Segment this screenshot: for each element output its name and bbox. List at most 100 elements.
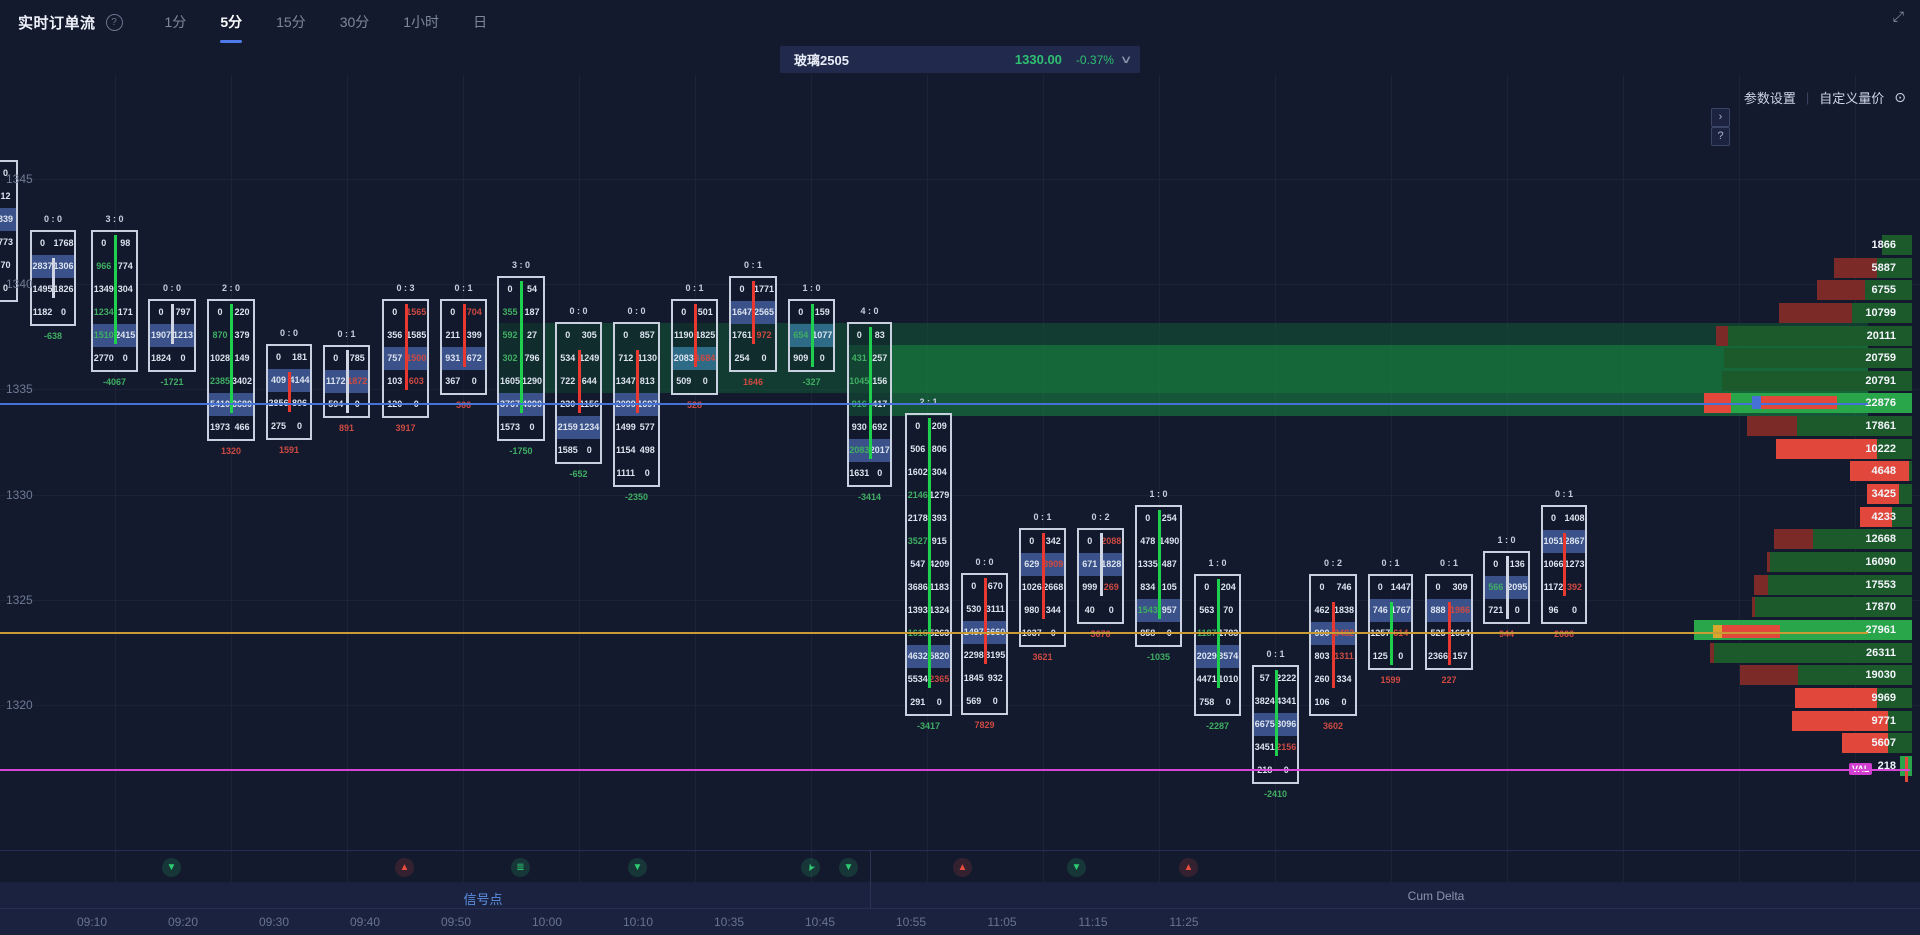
expand-icon[interactable]: ⤢ bbox=[1892, 8, 1904, 24]
volume-profile-value: 19030 bbox=[1865, 669, 1896, 681]
time-axis-label: 11:05 bbox=[987, 915, 1017, 929]
footprint-row: 1234 171 bbox=[93, 301, 136, 324]
ask-cell: 487 bbox=[1161, 558, 1177, 569]
footprint-candle: 0 98 966 774 1349 304 1234 171 1510 2415 2770 0 bbox=[91, 229, 138, 372]
delta-line bbox=[577, 349, 581, 413]
signal-triangle-down-icon[interactable]: ▼ bbox=[162, 858, 181, 877]
footprint-candle: 01447746176712576141250 bbox=[1368, 573, 1413, 670]
ask-cell: 0 bbox=[877, 467, 883, 478]
cum-delta-panel-label[interactable]: Cum Delta bbox=[1407, 889, 1465, 903]
delta-sum-label: -327 bbox=[802, 376, 821, 387]
gear-icon[interactable]: ⊙ bbox=[1894, 89, 1906, 105]
footprint-row: 547 4209 bbox=[907, 553, 950, 576]
ask-cell: 1249 bbox=[579, 352, 600, 363]
footprint-row: 1028 149 bbox=[209, 347, 253, 370]
bid-cell: 0 bbox=[392, 306, 398, 317]
tab-30分[interactable]: 30分 bbox=[339, 14, 370, 30]
panel-help-button[interactable]: ? bbox=[1711, 127, 1730, 146]
footprint-row: 211 399 bbox=[442, 324, 485, 347]
time-axis-label: 09:20 bbox=[167, 915, 199, 929]
bid-cell: 1154 bbox=[615, 444, 636, 455]
ask-cell: 1311 bbox=[1334, 650, 1354, 661]
footprint-row: 0 342 bbox=[1021, 530, 1064, 553]
footprint-row: 1761 972 bbox=[731, 324, 775, 347]
instrument-header[interactable]: 玻璃2505 1330.00 -0.37% ∨ bbox=[780, 46, 1140, 73]
tab-日[interactable]: 日 bbox=[473, 14, 488, 30]
bid-cell: 0 bbox=[275, 351, 281, 362]
signal-glyph: ▲ bbox=[1183, 862, 1194, 873]
footprint-row: 302 796 bbox=[499, 347, 543, 370]
ask-cell: 2017 bbox=[869, 444, 890, 455]
footprint-candle: 0309888198652516642366157 bbox=[1425, 573, 1473, 670]
ask-cell: 27 bbox=[526, 329, 537, 340]
ask-cell: 813 bbox=[639, 375, 655, 386]
bid-ask-ratio-label: 0 : 1 bbox=[1266, 648, 1285, 659]
bid-cell: 999 bbox=[1082, 581, 1098, 592]
footprint-chart[interactable]: 0 12 339 773 70 0 0 1768 2837 1306 1495 1826 1182 0 0 … bbox=[0, 75, 1920, 908]
ask-cell: 0 bbox=[180, 352, 186, 363]
bid-cell: 888 bbox=[1430, 604, 1446, 615]
footprint-row: 356 1585 bbox=[384, 324, 427, 347]
tab-5分[interactable]: 5分 bbox=[218, 8, 244, 43]
ask-cell: 1408 bbox=[1564, 512, 1585, 523]
footprint-row: 870 379 bbox=[209, 324, 253, 347]
signal-pointer-icon[interactable]: ➤ bbox=[801, 858, 820, 877]
delta-sum-label: -3414 bbox=[857, 491, 882, 502]
delta-line bbox=[868, 326, 872, 459]
tab-1小时[interactable]: 1小时 bbox=[403, 14, 440, 30]
bid-cell: 509 bbox=[676, 375, 692, 386]
ask-cell: 2867 bbox=[1564, 535, 1585, 546]
signal-triangle-up-icon[interactable]: ▲ bbox=[1179, 858, 1198, 877]
signal-triangle-down-icon[interactable]: ▼ bbox=[1067, 858, 1086, 877]
signal-glyph: ▼ bbox=[1071, 862, 1082, 873]
ask-cell: 1585 bbox=[406, 329, 427, 340]
ask-cell: 1306 bbox=[53, 260, 74, 271]
bid-cell: 40 bbox=[1084, 604, 1095, 615]
settings-row: 参数设置 | 自定义量价 ⊙ bbox=[1744, 88, 1906, 107]
help-icon[interactable]: ? bbox=[105, 13, 123, 31]
bid-ask-ratio-label: 0 : 0 bbox=[279, 327, 299, 338]
custom-volume-price-button[interactable]: 自定义量价 bbox=[1819, 91, 1885, 106]
signal-triangle-down-icon[interactable]: ▼ bbox=[839, 858, 858, 877]
ask-cell: 1213 bbox=[172, 329, 194, 340]
delta-sum-label: -2410 bbox=[1263, 788, 1288, 799]
volume-profile-value: 16090 bbox=[1865, 556, 1896, 568]
bid-cell: 103 bbox=[387, 375, 403, 386]
bid-cell: 355 bbox=[502, 306, 518, 317]
footprint-row: 0 204 bbox=[1196, 576, 1239, 599]
param-settings-button[interactable]: 参数设置 bbox=[1743, 91, 1796, 106]
tab-15分[interactable]: 15分 bbox=[276, 14, 306, 30]
ask-cell: 254 bbox=[1161, 512, 1177, 523]
signal-triangle-up-icon[interactable]: ▲ bbox=[953, 858, 972, 877]
footprint-row: 0 1408 bbox=[1543, 507, 1585, 530]
time-axis-label: 10:55 bbox=[895, 915, 927, 929]
volume-profile-value: 27961 bbox=[1865, 624, 1896, 636]
chevron-down-icon[interactable]: ∨ bbox=[1119, 54, 1133, 66]
ask-cell: 1234 bbox=[579, 421, 600, 432]
signal-panel-label[interactable]: 信号点 bbox=[463, 892, 503, 907]
volume-profile-bar bbox=[1747, 416, 1912, 436]
bid-cell: 1973 bbox=[209, 421, 231, 432]
volume-profile-bar bbox=[1860, 507, 1912, 527]
footprint-row: 0 1771 bbox=[731, 278, 775, 301]
footprint-row: 0 857 bbox=[615, 324, 658, 347]
bid-cell: 654 bbox=[793, 329, 809, 340]
signal-triangle-up-icon[interactable]: ▲ bbox=[395, 858, 414, 877]
bid-cell: 4632 bbox=[907, 650, 928, 661]
signal-stack-icon[interactable]: ≣ bbox=[511, 858, 530, 877]
collapse-panel-button[interactable]: › bbox=[1711, 108, 1730, 127]
delta-line bbox=[171, 303, 174, 344]
bid-cell: 478 bbox=[1140, 535, 1156, 546]
footprint-row: 563 70 bbox=[1196, 599, 1239, 622]
footprint-row: 0 220 bbox=[209, 301, 253, 324]
tab-1分[interactable]: 1分 bbox=[164, 14, 187, 30]
footprint-row: 3686 1183 bbox=[907, 576, 950, 599]
volume-profile-bar bbox=[1779, 303, 1912, 323]
bid-cell: 909 bbox=[793, 352, 809, 363]
bid-cell: 1182 bbox=[32, 306, 53, 317]
volume-profile-bar bbox=[1776, 439, 1912, 459]
volume-profile-value: 3425 bbox=[1871, 488, 1896, 500]
footprint-candle: 0 797 1907 1213 1824 0 bbox=[148, 298, 196, 372]
signal-triangle-down-icon[interactable]: ▼ bbox=[628, 858, 647, 877]
time-axis-label: 11:15 bbox=[1078, 915, 1108, 929]
